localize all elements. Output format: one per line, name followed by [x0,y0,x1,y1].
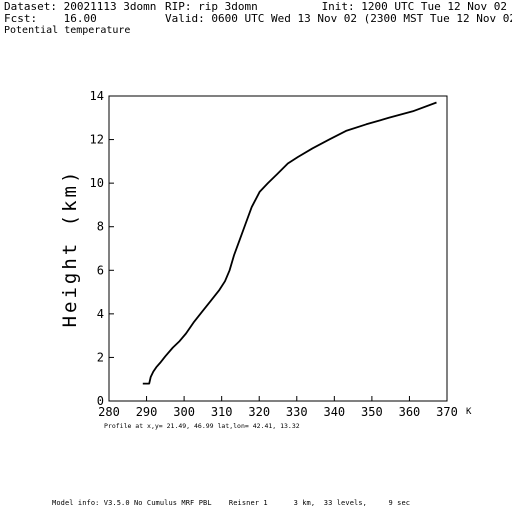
variable-name-label: Potential temperature [4,25,131,36]
plot-frame [108,95,448,402]
rip-label: RIP: rip 3domn [165,0,258,13]
x-tick-label: 300 [173,405,195,419]
model-info-footer: Model info: V3.5.0 No Cumulus MRF PBL Re… [52,499,411,507]
y-tick-label: 8 [97,220,104,234]
x-tick-label: 280 [98,405,120,419]
y-tick-label: 4 [97,307,104,321]
x-tick-label: 290 [136,405,158,419]
profile-location-label: Profile at x,y= 21.49, 46.99 lat,lon= 42… [104,422,300,430]
y-axis-title: Height (km) [59,169,81,328]
x-tick-label: 330 [286,405,308,419]
theta-profile-line [142,101,437,385]
y-tick-label: 14 [90,89,104,103]
x-axis-unit-label: K [466,407,472,417]
x-tick-label: 320 [248,405,270,419]
x-tick-label: 310 [211,405,233,419]
y-tick-label: 10 [90,176,104,190]
x-tick-label: 340 [323,405,345,419]
init-time-label: Init: 1200 UTC Tue 12 Nov 02 [321,0,507,13]
x-tick-label: 350 [361,405,383,419]
forecast-hour-label: Fcst: 16.00 [4,12,97,25]
y-tick-label: 6 [97,263,104,277]
y-tick-label: 0 [97,394,104,408]
dataset-label: Dataset: 20021113 3domn [4,0,157,13]
x-axis: 280 290 300 310 320 330 340 350 360 370 [98,396,458,419]
x-tick-label: 360 [399,405,421,419]
y-tick-label: 12 [90,133,104,147]
valid-time-label: Valid: 0600 UTC Wed 13 Nov 02 (2300 MST … [165,12,512,25]
x-tick-label: 370 [436,405,458,419]
y-tick-label: 2 [97,350,104,364]
y-axis: 0 2 4 6 8 10 12 14 [90,89,114,408]
